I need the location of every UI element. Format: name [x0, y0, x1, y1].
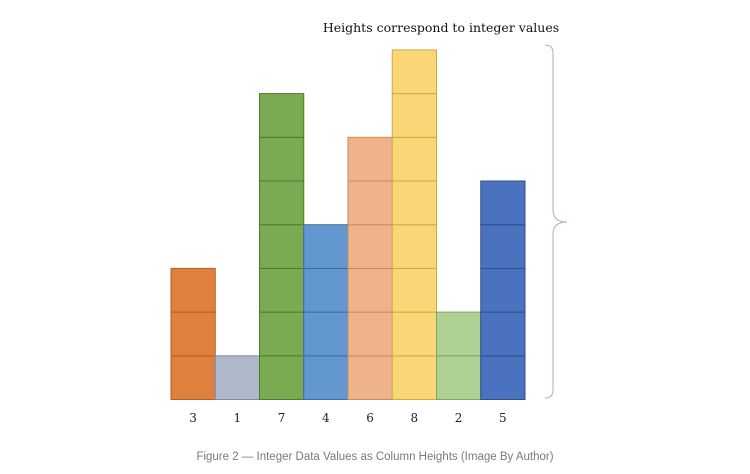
curly-brace	[544, 44, 568, 399]
column-8-cell	[480, 180, 526, 226]
column-5-cell	[347, 136, 393, 182]
column-5-cell	[347, 267, 393, 313]
column-8-cell	[480, 355, 526, 400]
column-6-cell	[391, 180, 437, 226]
column-3	[259, 93, 305, 400]
column-6-cell	[391, 49, 437, 95]
column-3-cell	[259, 136, 305, 182]
column-3-cell	[259, 93, 305, 138]
column-3-cell	[259, 267, 305, 313]
column-1-cell	[170, 355, 216, 400]
column-7	[436, 311, 482, 400]
column-1	[170, 267, 216, 400]
column-1-cell	[170, 267, 216, 313]
column-3-cell	[259, 180, 305, 226]
column-8	[480, 180, 526, 400]
column-6-cell	[391, 311, 437, 357]
columns-group	[170, 49, 526, 400]
column-5-cell	[347, 355, 393, 400]
column-5-value-label: 6	[366, 411, 374, 425]
column-4-cell	[303, 224, 349, 269]
column-3-cell	[259, 224, 305, 269]
column-7-value-label: 2	[455, 411, 463, 425]
column-6	[391, 49, 437, 400]
column-2	[214, 355, 260, 400]
column-4-cell	[303, 311, 349, 357]
figure-caption: Figure 2 — Integer Data Values as Column…	[196, 451, 554, 463]
column-5-cell	[347, 311, 393, 357]
column-2-value-label: 1	[234, 411, 242, 425]
column-6-cell	[391, 267, 437, 313]
column-5-cell	[347, 224, 393, 269]
column-8-value-label: 5	[499, 411, 507, 425]
column-3-cell	[259, 355, 305, 400]
column-4-value-label: 4	[322, 411, 330, 425]
column-8-cell	[480, 311, 526, 357]
column-7-cell	[436, 311, 482, 357]
column-3-cell	[259, 311, 305, 357]
column-3-value-label: 7	[278, 411, 286, 425]
column-6-cell	[391, 355, 437, 400]
column-8-cell	[480, 267, 526, 313]
column-4-cell	[303, 267, 349, 313]
column-7-cell	[436, 355, 482, 400]
column-2-cell	[214, 355, 260, 400]
column-6-cell	[391, 93, 437, 138]
column-5-cell	[347, 180, 393, 226]
value-labels-group: 3 1 7 4 6 8 2 5	[189, 411, 506, 425]
column-1-value-label: 3	[189, 411, 197, 425]
annotation-text: Heights correspond to integer values	[323, 20, 559, 35]
column-6-cell	[391, 224, 437, 269]
column-4-cell	[303, 355, 349, 400]
column-6-value-label: 8	[411, 411, 419, 425]
column-4	[303, 224, 349, 400]
column-8-cell	[480, 224, 526, 269]
column-1-cell	[170, 311, 216, 357]
column-5	[347, 136, 393, 400]
column-6-cell	[391, 136, 437, 182]
